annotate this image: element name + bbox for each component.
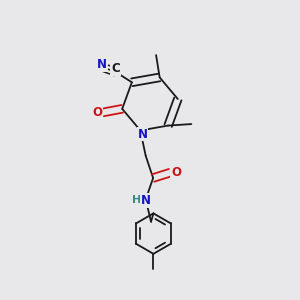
Text: H: H [132,195,141,205]
Text: N: N [141,194,151,207]
Text: C: C [111,62,120,75]
Text: O: O [92,106,102,119]
Text: O: O [171,166,181,178]
Text: N: N [97,58,107,71]
Text: N: N [138,128,148,140]
